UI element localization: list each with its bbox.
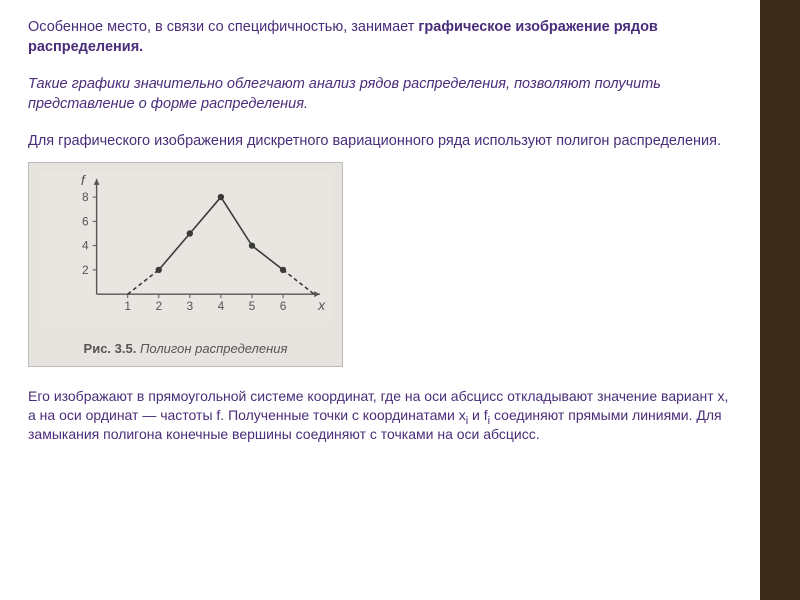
svg-text:5: 5 — [249, 299, 256, 313]
polygon-chart-svg: 2 4 6 8 1 2 3 4 5 6 f x — [39, 171, 332, 322]
figure-polygon: 2 4 6 8 1 2 3 4 5 6 f x Рис. 3.5. Полигон распредел… — [28, 162, 343, 367]
p4-sub1: i — [466, 415, 468, 427]
svg-text:x: x — [317, 297, 326, 313]
svg-text:6: 6 — [280, 299, 287, 313]
p1-text-a: Особенное место, в связи со специфичност… — [28, 19, 418, 35]
svg-text:f: f — [81, 172, 87, 188]
svg-text:4: 4 — [82, 238, 89, 252]
svg-text:6: 6 — [82, 214, 89, 228]
figure-caption: Рис. 3.5. Полигон распределения — [29, 341, 342, 356]
side-decorative-bar — [760, 0, 800, 600]
svg-text:3: 3 — [187, 299, 194, 313]
svg-text:4: 4 — [218, 299, 225, 313]
chart-area: 2 4 6 8 1 2 3 4 5 6 f x — [39, 171, 332, 322]
paragraph-description: Его изображают в прямоугольной системе к… — [28, 387, 732, 444]
svg-text:2: 2 — [155, 299, 162, 313]
caption-italic: Полигон распределения — [136, 341, 287, 356]
slide: Особенное место, в связи со специфичност… — [0, 0, 760, 600]
paragraph-polygon: Для графического изображения дискретного… — [28, 132, 732, 152]
svg-text:1: 1 — [124, 299, 131, 313]
p4-mid: и f — [468, 407, 488, 423]
caption-bold: Рис. 3.5. — [84, 341, 137, 356]
svg-text:8: 8 — [82, 190, 89, 204]
paragraph-intro: Особенное место, в связи со специфичност… — [28, 18, 732, 57]
p4-sub2: i — [488, 415, 490, 427]
paragraph-italic: Такие графики значительно облегчают анал… — [28, 75, 732, 114]
svg-text:2: 2 — [82, 263, 89, 277]
